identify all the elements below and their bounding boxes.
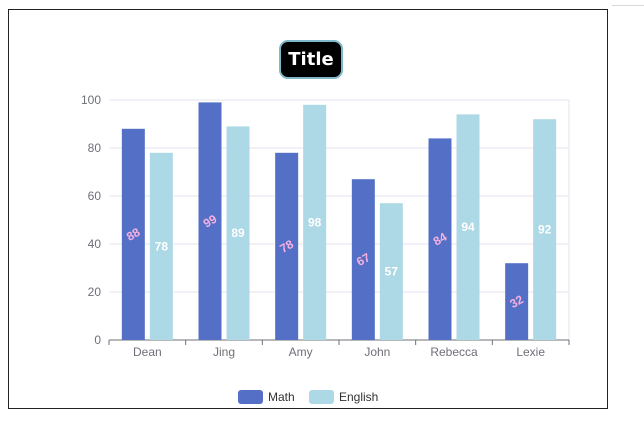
y-tick-label: 40 [88, 237, 102, 251]
x-tick-label: Dean [133, 345, 162, 359]
legend-swatch [309, 390, 334, 404]
legend-item-math: Math [238, 390, 295, 404]
bar-math [275, 152, 299, 340]
y-tick-label: 0 [94, 333, 101, 347]
bar-english [379, 203, 403, 340]
x-axis [108, 339, 570, 345]
data-label: 78 [277, 237, 296, 256]
data-label: 32 [507, 292, 526, 311]
data-label: 88 [124, 225, 143, 244]
x-tick-label: Lexie [516, 345, 545, 359]
data-label: 67 [354, 250, 373, 269]
y-tick-label: 80 [88, 141, 102, 155]
data-label: 92 [538, 223, 552, 237]
legend: Math English [238, 390, 378, 404]
data-label: 98 [308, 215, 322, 229]
legend-label: Math [268, 390, 295, 404]
x-tick-label: John [364, 345, 390, 359]
x-tick-label: Amy [289, 345, 313, 359]
bar-english [456, 114, 480, 341]
bar-english [303, 104, 327, 340]
data-label: 94 [461, 220, 475, 234]
data-label: 57 [385, 265, 399, 279]
data-labels: 88 78 99 89 78 98 67 57 84 94 32 92 [124, 212, 552, 311]
legend-swatch [238, 390, 263, 404]
bar-english [149, 152, 173, 340]
bar-math [121, 128, 145, 340]
page-edge-line [612, 5, 644, 6]
data-label: 84 [431, 230, 450, 249]
x-tick-label: Rebecca [430, 345, 478, 359]
chart-title: Title [288, 49, 333, 70]
y-tick-label: 20 [88, 285, 102, 299]
bar-math [198, 102, 222, 341]
data-label: 89 [231, 226, 245, 240]
y-tick-label: 60 [88, 189, 102, 203]
x-axis-tick-labels: Dean Jing Amy John Rebecca Lexie [133, 345, 545, 359]
legend-label: English [339, 390, 378, 404]
bar-math [505, 263, 529, 340]
bar-series [121, 102, 557, 341]
grid-lines [109, 99, 570, 340]
y-axis-tick-labels: 0 20 40 60 80 100 [81, 93, 101, 347]
bar-math [428, 138, 452, 340]
data-label: 78 [155, 239, 169, 253]
data-label: 99 [201, 212, 220, 231]
bar-english [533, 119, 557, 340]
bar-english [226, 126, 250, 341]
y-tick-label: 100 [81, 93, 101, 107]
legend-item-english: English [309, 390, 378, 404]
x-tick-label: Jing [213, 345, 235, 359]
chart-title-background [279, 40, 343, 79]
bar-math [351, 179, 375, 340]
chart-title-box: Title [279, 40, 343, 79]
